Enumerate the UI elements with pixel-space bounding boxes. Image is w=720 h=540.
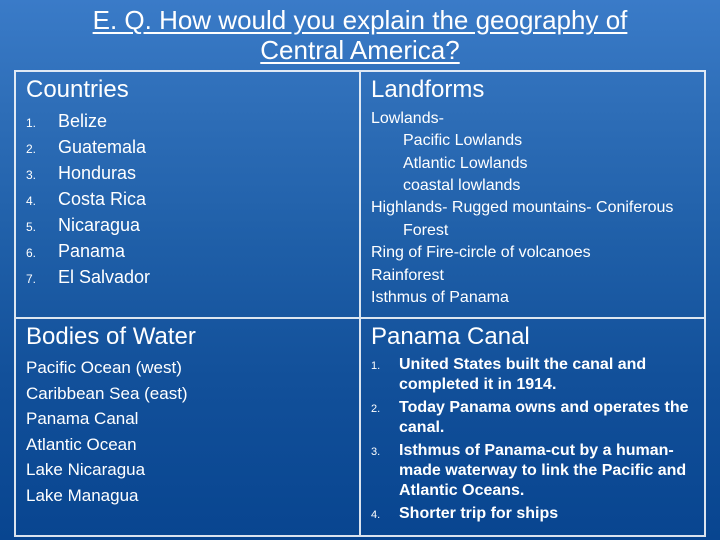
panama-list: 1.United States built the canal and comp… [371, 355, 694, 527]
countries-cell: Countries 1.Belize 2.Guatemala 3.Hondura… [15, 71, 360, 319]
line-item: Isthmus of Panama [371, 287, 694, 309]
line-item: Caribbean Sea (east) [26, 381, 349, 407]
item-label: Costa Rica [58, 186, 146, 212]
item-label: Belize [58, 108, 107, 134]
list-item: 2.Today Panama owns and operates the can… [371, 398, 694, 441]
list-item: 4.Costa Rica [26, 186, 349, 212]
item-label: United States built the canal and comple… [399, 355, 694, 398]
bodies-header: Bodies of Water [26, 323, 349, 351]
landforms-header: Landforms [371, 76, 694, 104]
item-label: Isthmus of Panama-cut by a human-made wa… [399, 441, 694, 504]
landforms-lines: Lowlands- Pacific Lowlands Atlantic Lowl… [371, 108, 694, 310]
list-item: 5.Nicaragua [26, 212, 349, 238]
item-number: 3. [26, 167, 58, 184]
item-number: 4. [371, 508, 399, 523]
item-label: El Salvador [58, 264, 150, 290]
line-item: Lake Nicaragua [26, 457, 349, 483]
line-item: Pacific Lowlands [371, 130, 694, 152]
bodies-lines: Pacific Ocean (west) Caribbean Sea (east… [26, 355, 349, 508]
panama-header: Panama Canal [371, 323, 694, 351]
line-item: coastal lowlands [371, 175, 694, 197]
item-number: 4. [26, 193, 58, 210]
item-label: Honduras [58, 160, 136, 186]
line-item: Panama Canal [26, 406, 349, 432]
line-item: Lowlands- [371, 108, 694, 130]
item-number: 7. [26, 271, 58, 288]
item-label: Today Panama owns and operates the canal… [399, 398, 694, 441]
slide: E. Q. How would you explain the geograph… [0, 0, 720, 540]
line-item: Highlands- Rugged mountains- Coniferous [371, 197, 694, 219]
content-grid: Countries 1.Belize 2.Guatemala 3.Hondura… [14, 70, 706, 538]
bodies-cell: Bodies of Water Pacific Ocean (west) Car… [15, 318, 360, 536]
item-label: Panama [58, 238, 125, 264]
line-item: Rainforest [371, 265, 694, 287]
landforms-cell: Landforms Lowlands- Pacific Lowlands Atl… [360, 71, 705, 319]
list-item: 3.Honduras [26, 160, 349, 186]
item-number: 1. [26, 115, 58, 132]
line-item: Lake Managua [26, 483, 349, 509]
item-label: Nicaragua [58, 212, 140, 238]
countries-header: Countries [26, 76, 349, 104]
item-number: 1. [371, 359, 399, 374]
panama-cell: Panama Canal 1.United States built the c… [360, 318, 705, 536]
slide-title: E. Q. How would you explain the geograph… [14, 6, 706, 66]
list-item: 6.Panama [26, 238, 349, 264]
item-label: Shorter trip for ships [399, 504, 558, 527]
item-label: Guatemala [58, 134, 146, 160]
line-item: Forest [371, 220, 694, 242]
list-item: 1.United States built the canal and comp… [371, 355, 694, 398]
item-number: 6. [26, 245, 58, 262]
list-item: 7.El Salvador [26, 264, 349, 290]
item-number: 5. [26, 219, 58, 236]
list-item: 2.Guatemala [26, 134, 349, 160]
line-item: Pacific Ocean (west) [26, 355, 349, 381]
item-number: 2. [26, 141, 58, 158]
line-item: Atlantic Ocean [26, 432, 349, 458]
item-number: 2. [371, 402, 399, 417]
list-item: 3.Isthmus of Panama-cut by a human-made … [371, 441, 694, 504]
list-item: 4.Shorter trip for ships [371, 504, 694, 527]
item-number: 3. [371, 445, 399, 460]
line-item: Ring of Fire-circle of volcanoes [371, 242, 694, 264]
line-item: Atlantic Lowlands [371, 153, 694, 175]
countries-list: 1.Belize 2.Guatemala 3.Honduras 4.Costa … [26, 108, 349, 291]
list-item: 1.Belize [26, 108, 349, 134]
